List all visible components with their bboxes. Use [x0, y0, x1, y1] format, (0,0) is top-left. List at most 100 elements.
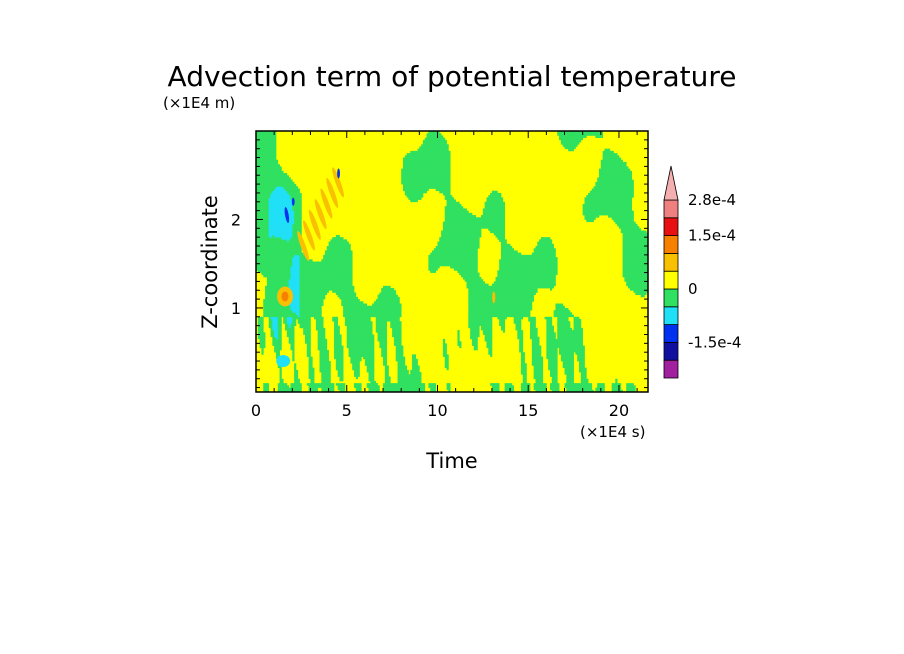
heatmap-cell [437, 133, 440, 136]
heatmap-cell [277, 336, 280, 340]
heatmap-cell [288, 314, 291, 318]
heatmap-cell [352, 285, 355, 289]
heatmap-cell [410, 161, 413, 165]
heatmap-cell [417, 166, 420, 169]
heatmap-cell [363, 323, 366, 326]
heatmap-cell [370, 314, 373, 318]
heatmap-cell [444, 352, 447, 355]
heatmap-cell [265, 168, 268, 172]
heatmap-cell [328, 365, 331, 369]
heatmap-cell [363, 341, 366, 344]
heatmap-cell [261, 243, 264, 247]
heatmap-cell [352, 288, 355, 291]
heatmap-cell [261, 268, 264, 271]
heatmap-cell [341, 361, 344, 364]
heatmap-cell [277, 208, 280, 211]
heatmap-cell [343, 301, 346, 304]
heatmap-cell [395, 345, 398, 349]
heatmap-cell [361, 343, 364, 346]
heatmap-cell [444, 358, 447, 362]
heatmap-cell [393, 294, 397, 298]
heatmap-cell [270, 166, 273, 169]
heatmap-cell [277, 254, 280, 258]
heatmap-cell [275, 341, 279, 344]
heatmap-cell [286, 243, 290, 247]
heatmap-cell [295, 248, 299, 251]
heatmap-cell [321, 334, 324, 338]
heatmap-cell [317, 312, 320, 315]
heatmap-cell [335, 254, 339, 258]
heatmap-cell [310, 372, 313, 375]
heatmap-cell [272, 250, 275, 253]
heatmap-cell [266, 292, 270, 296]
heatmap-cell [355, 352, 358, 355]
heatmap-cell [314, 268, 317, 271]
heatmap-cell [295, 206, 299, 209]
heatmap-cell [299, 307, 302, 311]
heatmap-cell [403, 161, 406, 165]
heatmap-cell [283, 250, 286, 253]
heatmap-cell [430, 263, 433, 267]
heatmap-cell [417, 155, 420, 158]
heatmap-cell [334, 321, 337, 324]
heatmap-cell [368, 345, 371, 349]
heatmap-cell [437, 175, 440, 178]
heatmap-cell [328, 261, 331, 265]
heatmap-cell [263, 312, 266, 315]
heatmap-cell [437, 184, 440, 187]
heatmap-cell [370, 323, 373, 326]
heatmap-cell [328, 281, 331, 284]
heatmap-cell [319, 369, 322, 373]
heatmap-cell [314, 296, 317, 300]
heatmap-cell [272, 190, 275, 194]
heatmap-cell [312, 376, 315, 380]
heatmap-cell [332, 243, 335, 247]
heatmap-cell [348, 292, 351, 296]
heatmap-cell [401, 170, 404, 174]
heatmap-cell [272, 279, 275, 282]
heatmap-cell [315, 385, 319, 388]
heatmap-cell [368, 354, 371, 357]
heatmap-cell [384, 303, 388, 307]
heatmap-cell [277, 325, 280, 329]
heatmap-cell [301, 274, 304, 278]
heatmap-cell [261, 263, 264, 267]
heatmap-cell [305, 285, 308, 289]
heatmap-cell [299, 303, 302, 307]
heatmap-cell [339, 365, 342, 369]
heatmap-cell [277, 259, 280, 262]
heatmap-cell [319, 334, 322, 338]
heatmap-cell [361, 316, 364, 320]
heatmap-cell [432, 155, 435, 158]
heatmap-cell [426, 173, 429, 176]
heatmap-cell [393, 303, 397, 307]
heatmap-cell [364, 361, 368, 364]
heatmap-cell [256, 192, 259, 196]
heatmap-cell [359, 358, 362, 362]
heatmap-cell [274, 148, 277, 152]
heatmap-cell [368, 305, 371, 309]
heatmap-cell [266, 312, 270, 315]
heatmap-cell [334, 274, 337, 278]
heatmap-cell [281, 252, 284, 256]
heatmap-cell [292, 188, 295, 192]
heatmap-cell [274, 314, 277, 318]
heatmap-cell [321, 341, 324, 344]
heatmap-cell [279, 221, 282, 225]
heatmap-cell [401, 181, 404, 185]
heatmap-cell [308, 385, 311, 388]
heatmap-cell [361, 349, 364, 353]
heatmap-cell [395, 303, 398, 307]
heatmap-cell [308, 319, 311, 322]
heatmap-cell [266, 212, 270, 216]
heatmap-cell [297, 312, 300, 315]
heatmap-cell [379, 312, 382, 315]
heatmap-cell [285, 319, 288, 322]
heatmap-cell [441, 241, 444, 245]
heatmap-cell [319, 383, 322, 386]
heatmap-cell [310, 307, 313, 311]
heatmap-cell [259, 206, 262, 209]
heatmap-cell [286, 276, 290, 280]
heatmap-cell [426, 135, 429, 138]
heatmap-cell [352, 332, 355, 335]
